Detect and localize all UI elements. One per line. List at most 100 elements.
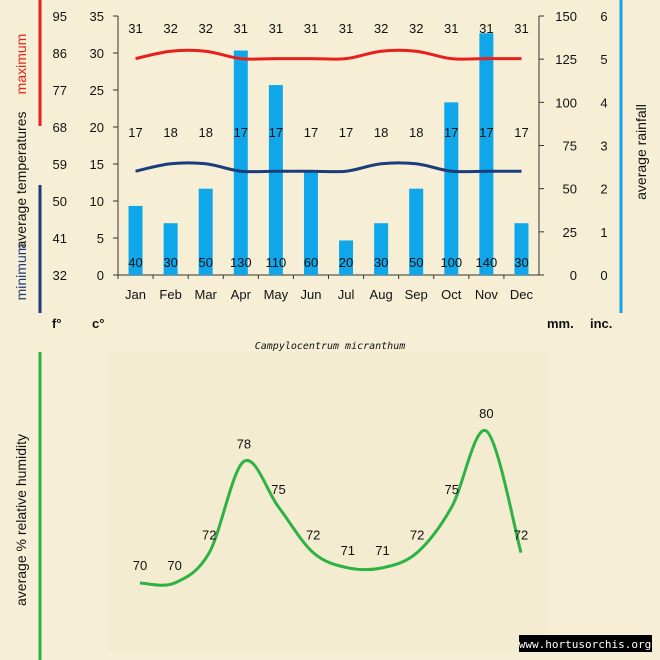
- month-label: Jan: [125, 287, 146, 302]
- minimum-value-label: 18: [163, 125, 177, 140]
- rainfall-value-label: 100: [440, 255, 462, 270]
- celsius-tick-label: 35: [90, 9, 104, 24]
- minimum-value-label: 17: [234, 125, 248, 140]
- maximum-value-label: 32: [198, 21, 212, 36]
- rainfall-bar: [409, 188, 424, 275]
- rainfall-value-label: 40: [128, 255, 142, 270]
- rainfall-bar: [128, 205, 143, 275]
- rainfall-value-label: 50: [409, 255, 423, 270]
- month-label: Dec: [510, 287, 534, 302]
- humidity-value-label: 75: [444, 482, 458, 497]
- fahrenheit-tick-label: 77: [53, 83, 67, 98]
- minimum-value-label: 18: [198, 125, 212, 140]
- fahrenheit-tick-label: 95: [53, 9, 67, 24]
- celsius-tick-label: 25: [90, 83, 104, 98]
- inches-unit-label: inc.: [590, 316, 612, 331]
- mm-tick-label: 125: [555, 52, 577, 67]
- rainfall-bar: [268, 85, 283, 275]
- humidity-value-label: 75: [271, 482, 285, 497]
- humidity-value-label: 80: [479, 406, 493, 421]
- humidity-line: [139, 429, 523, 587]
- fahrenheit-unit-label: f°: [52, 316, 62, 331]
- celsius-unit-label: c°: [92, 316, 104, 331]
- rainfall-bar: [233, 50, 248, 276]
- humidity-value-label: 72: [306, 528, 320, 543]
- fahrenheit-tick-label: 41: [53, 231, 67, 246]
- maximum-value-label: 31: [234, 21, 248, 36]
- celsius-tick-label: 10: [90, 194, 104, 209]
- celsius-tick-label: 5: [97, 231, 104, 246]
- celsius-tick-label: 30: [90, 46, 104, 61]
- side-label-maximum: maximum: [13, 34, 29, 95]
- rainfall-value-label: 130: [230, 255, 252, 270]
- inch-tick-label: 0: [600, 268, 607, 283]
- watermark-background: [519, 635, 652, 652]
- humidity-value-label: 72: [202, 528, 216, 543]
- month-label: Oct: [441, 287, 462, 302]
- month-label: Feb: [159, 287, 181, 302]
- rainfall-bar: [374, 223, 389, 275]
- side-label-minimum: minimum: [13, 244, 29, 301]
- fahrenheit-tick-label: 59: [53, 157, 67, 172]
- minimum-value-label: 17: [304, 125, 318, 140]
- celsius-tick-label: 20: [90, 120, 104, 135]
- mm-tick-label: 100: [555, 95, 577, 110]
- minimum-value-label: 17: [128, 125, 142, 140]
- rainfall-bar: [198, 188, 213, 275]
- maximum-value-label: 31: [514, 21, 528, 36]
- species-name: Campylocentrum micranthum: [255, 341, 406, 352]
- rainfall-value-label: 140: [476, 255, 498, 270]
- mm-tick-label: 50: [563, 182, 577, 197]
- maximum-value-label: 31: [128, 21, 142, 36]
- rainfall-value-label: 20: [339, 255, 353, 270]
- mm-tick-label: 75: [563, 139, 577, 154]
- rainfall-value-label: 50: [198, 255, 212, 270]
- humidity-value-label: 78: [237, 436, 251, 451]
- minimum-value-label: 17: [514, 125, 528, 140]
- celsius-tick-label: 0: [97, 268, 104, 283]
- inch-tick-label: 2: [600, 182, 607, 197]
- inch-tick-label: 1: [600, 225, 607, 240]
- rainfall-value-label: 30: [374, 255, 388, 270]
- mm-tick-label: 150: [555, 9, 577, 24]
- side-label-average-temperatures: average temperatures: [13, 112, 29, 249]
- inch-tick-label: 5: [600, 52, 607, 67]
- maximum-value-label: 32: [163, 21, 177, 36]
- minimum-value-label: 17: [479, 125, 493, 140]
- month-label: May: [264, 287, 289, 302]
- rainfall-bar: [444, 102, 459, 275]
- maximum-value-label: 31: [269, 21, 283, 36]
- minimum-temperature-line: [135, 161, 522, 174]
- maximum-value-label: 31: [479, 21, 493, 36]
- rainfall-value-label: 60: [304, 255, 318, 270]
- mm-tick-label: 0: [570, 268, 577, 283]
- side-label-average-rainfall: average rainfall: [633, 104, 649, 200]
- maximum-value-label: 32: [374, 21, 388, 36]
- maximum-value-label: 31: [444, 21, 458, 36]
- rainfall-bar: [163, 223, 178, 275]
- humidity-value-label: 70: [133, 558, 147, 573]
- month-label: Jul: [338, 287, 355, 302]
- maximum-value-label: 31: [339, 21, 353, 36]
- month-label: Jun: [300, 287, 321, 302]
- rainfall-bar: [339, 240, 354, 275]
- month-label: Aug: [370, 287, 393, 302]
- inch-tick-label: 6: [600, 9, 607, 24]
- rainfall-value-label: 110: [266, 255, 287, 270]
- mm-tick-label: 25: [563, 225, 577, 240]
- fahrenheit-tick-label: 68: [53, 120, 67, 135]
- inch-tick-label: 3: [600, 139, 607, 154]
- fahrenheit-tick-label: 32: [53, 268, 67, 283]
- maximum-value-label: 31: [304, 21, 318, 36]
- celsius-tick-label: 15: [90, 157, 104, 172]
- humidity-value-label: 71: [375, 543, 389, 558]
- rainfall-value-label: 30: [163, 255, 177, 270]
- maximum-temperature-line: [135, 48, 522, 61]
- humidity-value-label: 71: [341, 543, 355, 558]
- rainfall-bar: [479, 33, 494, 276]
- month-label: Apr: [231, 287, 252, 302]
- mm-unit-label: mm.: [547, 316, 574, 331]
- fahrenheit-tick-label: 86: [53, 46, 67, 61]
- humidity-value-label: 72: [514, 528, 528, 543]
- humidity-plot-area: [108, 352, 550, 652]
